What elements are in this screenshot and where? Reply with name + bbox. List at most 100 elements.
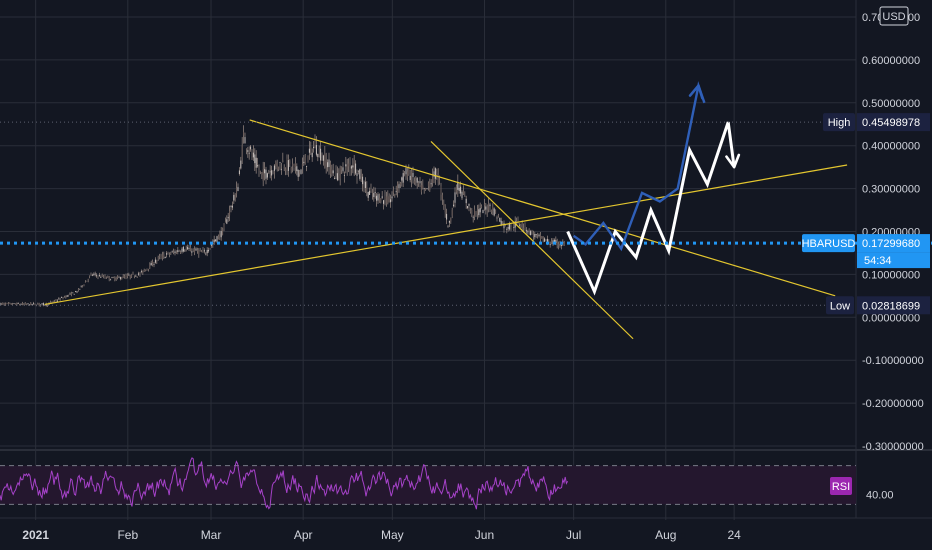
candle-body: [370, 188, 372, 190]
candle-body: [34, 303, 36, 305]
candle-body: [287, 160, 289, 171]
candle-body: [268, 172, 270, 174]
candle-body: [35, 305, 37, 307]
candle-body: [201, 251, 203, 253]
candle-body: [313, 146, 315, 149]
candle-body: [327, 162, 329, 168]
candle-body: [380, 198, 382, 203]
candle-body: [381, 196, 383, 198]
candle-body: [481, 206, 483, 208]
rsi-value-label: 40.00: [866, 490, 894, 502]
candle-body: [21, 303, 23, 305]
candle-body: [283, 167, 285, 169]
candle-body: [395, 191, 397, 193]
countdown-box: [857, 252, 930, 269]
candle-body: [301, 163, 303, 167]
candle-body: [371, 193, 373, 195]
candle-body: [174, 251, 176, 254]
candle-body: [384, 196, 386, 200]
candle-body: [489, 204, 491, 207]
candle-body: [55, 300, 57, 302]
projection-layer[interactable]: [566, 81, 741, 296]
candle-body: [535, 234, 537, 236]
candle-body: [294, 162, 296, 167]
candle-body: [261, 172, 263, 175]
candle-body: [198, 250, 200, 255]
candle-body: [266, 173, 268, 178]
candle-body: [2, 303, 4, 305]
candle-body: [202, 250, 204, 252]
currency-badge[interactable]: [879, 6, 909, 26]
trendline[interactable]: [249, 119, 836, 297]
trendline-layer[interactable]: [44, 119, 848, 340]
candle-body: [117, 276, 119, 278]
candle-body: [49, 302, 51, 304]
trendline[interactable]: [430, 140, 634, 340]
candle-body: [350, 166, 352, 169]
candle-body: [392, 189, 394, 193]
trendline[interactable]: [44, 164, 848, 306]
projection-blue[interactable]: [572, 81, 706, 252]
projection-white-arrowhead[interactable]: [725, 153, 741, 169]
candle-body: [42, 303, 44, 306]
candle-body: [220, 231, 222, 238]
projection-white[interactable]: [566, 121, 736, 296]
rsi-band: [0, 465, 856, 505]
candle-body: [20, 304, 22, 305]
candle-body: [282, 160, 284, 162]
candle-body: [279, 162, 281, 163]
candle-body: [128, 274, 130, 276]
candle-body: [195, 248, 197, 251]
time-tick-label: 24: [727, 528, 741, 542]
candle-body: [500, 220, 502, 226]
candle-body: [187, 247, 189, 250]
candle-body: [332, 170, 334, 174]
candle-body: [434, 168, 436, 179]
candle-body: [530, 231, 532, 236]
candle-body: [160, 256, 162, 259]
time-tick-label: Apr: [294, 528, 313, 542]
candle-body: [238, 170, 240, 175]
price-tick-label: -0.30000000: [862, 441, 924, 453]
candle-body: [475, 211, 477, 213]
candle-body: [289, 160, 291, 164]
candle-body: [525, 230, 527, 232]
candle-body: [297, 169, 299, 177]
candle-body: [5, 303, 7, 306]
candle-body: [222, 228, 224, 236]
candle-body: [545, 240, 547, 242]
candle-body: [415, 178, 417, 181]
candle-body: [331, 169, 333, 175]
candle-body: [152, 261, 154, 266]
price-tick-label: 0.40000000: [862, 141, 920, 153]
candle-body: [275, 161, 277, 167]
candle-body: [89, 276, 91, 278]
candle-body: [317, 153, 319, 158]
candle-body: [72, 292, 74, 294]
candle-body: [262, 169, 264, 181]
candle-body: [474, 208, 476, 217]
candle-body: [495, 210, 497, 214]
candle-body: [170, 253, 172, 255]
candle-body: [122, 275, 124, 278]
projection-blue-arrowhead[interactable]: [688, 84, 704, 100]
candle-body: [482, 210, 484, 214]
candle-body: [503, 223, 505, 229]
candle-body: [303, 161, 305, 163]
candle-body: [422, 185, 424, 189]
rsi-label-tag: [830, 477, 852, 495]
candle-body: [33, 303, 35, 305]
candle-body: [398, 184, 400, 189]
candle-body: [9, 303, 11, 304]
marker-layer: High 0.45498978 Low 0.02818699 HBARUSD 0.1729…: [0, 113, 932, 315]
candle-body: [406, 171, 408, 178]
candle-body: [244, 137, 246, 144]
candle-body: [311, 152, 313, 158]
candle-body: [243, 131, 245, 136]
rsi-label: RSI: [832, 481, 850, 493]
candle-body: [493, 208, 495, 216]
candle-body: [462, 191, 464, 195]
candle-body: [397, 183, 399, 192]
candle-body: [110, 279, 112, 281]
